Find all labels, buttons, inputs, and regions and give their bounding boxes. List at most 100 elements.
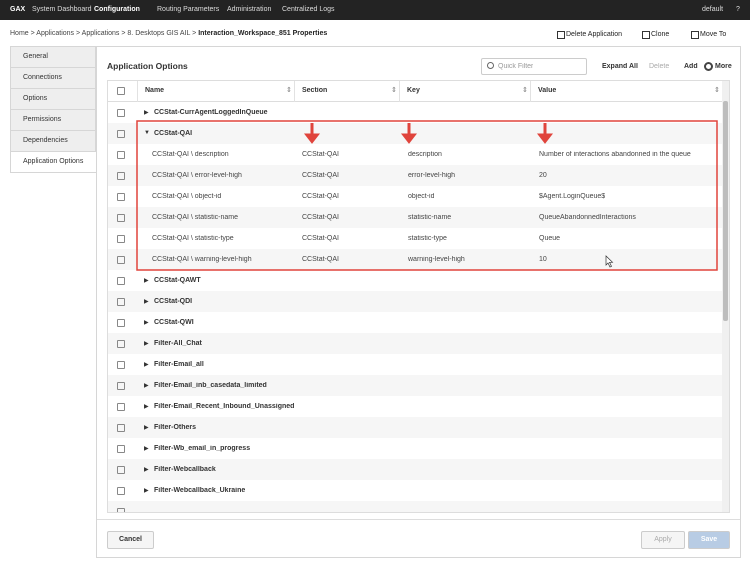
column-header[interactable]: Section <box>302 87 328 94</box>
sidebar: General Connections Options Permissions Depe… <box>10 46 96 173</box>
table-row[interactable]: CCStat-QAI \ error-level-high CCStat-QAI e… <box>108 165 722 187</box>
checkbox[interactable] <box>117 151 125 159</box>
expand-toggle[interactable]: ▶ <box>144 110 149 116</box>
checkbox[interactable] <box>117 256 125 264</box>
tab[interactable]: Connections <box>10 68 96 89</box>
tab[interactable]: Permissions <box>10 110 96 131</box>
expand-toggle[interactable]: ▶ <box>144 425 149 431</box>
table-row[interactable]: ▶ Filter-Email_inb_casedata_limited <box>108 375 722 397</box>
toolbar-button[interactable]: More <box>715 63 732 70</box>
sort-icon[interactable]: ⇕ <box>714 87 720 94</box>
action-button[interactable]: Clone <box>651 31 670 38</box>
checkbox[interactable] <box>117 340 125 348</box>
option-value: QueueAbandonnedInteractions <box>539 214 636 221</box>
checkbox[interactable] <box>117 214 125 222</box>
checkbox[interactable] <box>117 466 125 474</box>
checkbox[interactable] <box>117 298 125 306</box>
footer-button[interactable]: Cancel <box>107 531 154 549</box>
breadcrumb-item[interactable]: Home <box>10 30 29 37</box>
option-name: CCStat-QAI \ object-id <box>152 193 222 200</box>
expand-toggle[interactable]: ▶ <box>144 320 149 326</box>
nav-item[interactable]: Administration <box>227 6 272 13</box>
expand-toggle[interactable]: ▶ <box>144 278 149 284</box>
tab[interactable]: General <box>10 46 96 68</box>
action-button[interactable]: Delete Application <box>566 31 623 38</box>
option-name: CCStat-QAI \ description <box>152 151 229 158</box>
table-row[interactable]: ▶ Filter-Others <box>108 417 722 439</box>
expand-toggle[interactable]: ▶ <box>144 299 149 305</box>
table-row[interactable]: ▼ CCStat-QAI <box>108 123 722 145</box>
toolbar-button[interactable]: Expand All <box>602 63 638 70</box>
table-row[interactable]: CCStat-QAI \ statistic-type CCStat-QAI sta… <box>108 228 722 250</box>
table-row[interactable]: CCStat-QAI \ object-id CCStat-QAI object-i… <box>108 186 722 208</box>
sort-icon[interactable]: ⇕ <box>522 87 528 94</box>
sort-icon[interactable]: ⇕ <box>391 87 397 94</box>
table: Name ⇕ Section ⇕ Key ⇕ Value ⇕ ▶ CCStat-CurrAgent… <box>107 80 730 513</box>
option-name: CCStat-QAI \ statistic-type <box>152 235 234 242</box>
scrollbar-thumb[interactable] <box>723 101 728 321</box>
expand-toggle[interactable]: ▶ <box>144 404 149 410</box>
table-row[interactable]: ▶ CCStat-QAWT <box>108 270 722 292</box>
quick-filter[interactable]: Quick Filter <box>481 58 587 75</box>
action-button[interactable]: Move To <box>700 31 727 38</box>
tab[interactable]: Dependencies <box>10 131 96 152</box>
nav-item[interactable]: Configuration <box>94 6 140 13</box>
checkbox[interactable] <box>117 235 125 243</box>
option-section: CCStat-QAI <box>302 151 339 158</box>
expand-toggle[interactable]: ▶ <box>144 341 149 347</box>
table-row[interactable]: ▶ Filter-Webcallback_Ukraine <box>108 480 722 502</box>
checkbox[interactable] <box>117 508 125 512</box>
table-row[interactable]: ▶ Filter-All_Chat <box>108 333 722 355</box>
table-row[interactable]: ▶ Filter-Wb_email_in_progress <box>108 438 722 460</box>
nav-item[interactable]: Routing Parameters <box>157 6 220 13</box>
checkbox[interactable] <box>117 130 125 138</box>
column-header[interactable]: Name <box>145 87 165 94</box>
expand-toggle[interactable]: ▶ <box>144 467 149 473</box>
checkbox[interactable] <box>117 424 125 432</box>
user-menu[interactable]: default <box>702 6 724 13</box>
checkbox[interactable] <box>117 172 125 180</box>
checkbox[interactable] <box>117 445 125 453</box>
expand-toggle[interactable]: ▶ <box>144 362 149 368</box>
expand-toggle[interactable]: ▼ <box>144 130 150 136</box>
table-row[interactable]: ▶ CCStat-QDI <box>108 291 722 313</box>
expand-toggle[interactable]: ▶ <box>144 383 149 389</box>
footer-button: Save <box>688 531 730 549</box>
checkbox[interactable] <box>117 361 125 369</box>
table-row[interactable]: ▶ Filter-Email_all <box>108 354 722 376</box>
table-row[interactable]: ▶ CCStat-CurrAgentLoggedInQueue <box>108 102 722 124</box>
table-row[interactable]: ▶ Filter-Email_Recent_Inbound_Unassigned <box>108 396 722 418</box>
table-row[interactable]: ▶ CCStat-QWI <box>108 312 722 334</box>
table-row[interactable]: CCStat-QAI \ description CCStat-QAI descri… <box>108 144 722 166</box>
tab[interactable]: Application Options <box>10 152 96 173</box>
expand-toggle[interactable]: ▶ <box>144 488 149 494</box>
checkbox[interactable] <box>117 403 125 411</box>
sort-icon[interactable]: ⇕ <box>286 87 292 94</box>
breadcrumb-item[interactable]: Applications <box>81 30 120 37</box>
toolbar-button[interactable]: Add <box>684 63 698 70</box>
table-row[interactable]: ▶ Filter-Webcallback <box>108 459 722 481</box>
table-row[interactable]: CCStat-QAI \ warning-level-high CCStat-QA… <box>108 249 722 271</box>
checkbox[interactable] <box>117 319 125 327</box>
checkbox[interactable] <box>117 487 125 495</box>
nav-item[interactable]: Centralized Logs <box>282 6 335 13</box>
help[interactable]: ? <box>736 6 740 13</box>
checkbox[interactable] <box>117 193 125 201</box>
nav-item[interactable]: System Dashboard <box>32 6 92 13</box>
breadcrumb-item[interactable]: 8. Desktops GIS AIL <box>127 30 191 37</box>
checkbox[interactable] <box>117 109 125 117</box>
expand-toggle[interactable]: ▶ <box>144 446 149 452</box>
group-name: CCStat-QAWT <box>154 277 201 284</box>
checkbox[interactable] <box>117 382 125 390</box>
search-icon <box>487 62 494 69</box>
table-row[interactable]: CCStat-QAI \ statistic-name CCStat-QAI sta… <box>108 207 722 229</box>
breadcrumb-item[interactable]: Applications <box>36 30 75 37</box>
tab[interactable]: Options <box>10 89 96 110</box>
checkbox[interactable] <box>117 87 125 95</box>
column-header[interactable]: Key <box>407 87 420 94</box>
group-name: Filter-Wb_email_in_progress <box>154 445 251 452</box>
checkbox[interactable] <box>117 277 125 285</box>
filter-placeholder: Quick Filter <box>498 63 534 70</box>
column-header[interactable]: Value <box>538 87 557 94</box>
option-key: warning-level-high <box>408 256 465 263</box>
